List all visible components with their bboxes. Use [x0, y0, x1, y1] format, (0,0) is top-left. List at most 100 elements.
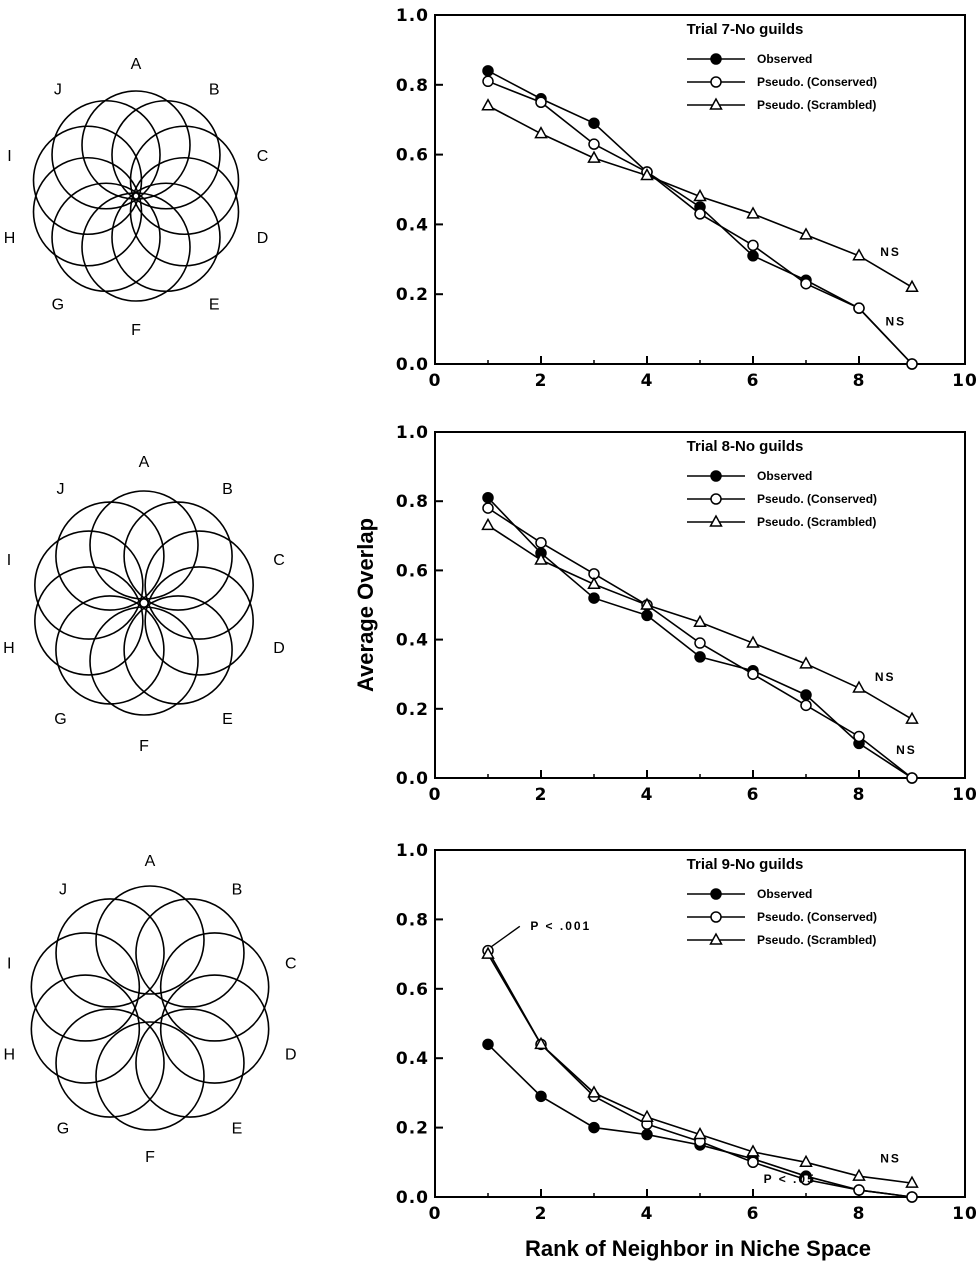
niche-label-c: C — [273, 552, 285, 569]
niche-label-g: G — [54, 711, 66, 728]
data-point-open-circle — [588, 138, 600, 150]
data-point-open-triangle — [746, 1144, 760, 1157]
data-point-open-circle — [800, 699, 812, 712]
data-point-filled-circle — [694, 651, 706, 663]
y-tick-label: 0.0 — [396, 1188, 429, 1208]
niche-label-h: H — [4, 230, 16, 247]
data-point-filled-circle — [588, 1121, 600, 1134]
data-point-open-circle — [694, 208, 706, 220]
data-point-open-triangle — [799, 1154, 813, 1168]
annotation: NS — [896, 743, 917, 757]
chart-trial-3: 0.0 0.2 0.4 0.6 0.8 1.0 0 2 4 6 8 10 Trial 9-No guil… — [396, 841, 977, 1224]
niche-circle-c — [144, 530, 254, 640]
niche-label-d: D — [257, 230, 269, 247]
niche-label-i: I — [7, 148, 11, 165]
niche-circle-d — [159, 974, 270, 1084]
data-point-open-triangle — [852, 1168, 866, 1181]
data-point-open-triangle — [746, 635, 760, 648]
niche-circle-a — [89, 490, 199, 600]
legend-label: Observed — [757, 887, 812, 901]
data-point-open-circle — [906, 1191, 918, 1203]
annotation: P < .001 — [530, 919, 591, 933]
niche-circle-f — [81, 192, 191, 302]
x-tick-label: 4 — [641, 1204, 654, 1224]
niche-circle-h — [34, 566, 144, 676]
annotation: NS — [875, 670, 896, 684]
y-tick-label: 0.2 — [396, 1119, 429, 1139]
x-tick-label: 6 — [747, 371, 760, 391]
data-point-open-triangle — [481, 98, 495, 111]
legend-marker-filled-circle — [710, 888, 722, 900]
data-point-open-circle — [853, 302, 865, 314]
niche-circle-j — [55, 501, 165, 611]
x-tick-label: 8 — [853, 785, 866, 805]
niche-circle-i — [30, 932, 141, 1042]
x-axis-title: Rank of Neighbor in Niche Space — [525, 1236, 871, 1261]
y-tick-label: 0.4 — [396, 631, 429, 651]
niche-diagram-1: A B C D E F G H I J — [4, 56, 269, 339]
chart-trial-1: 0.0 0.2 0.4 0.6 0.8 1.0 0 2 4 6 8 10 Trial 7-No guil… — [396, 6, 978, 391]
data-point-open-triangle — [534, 1036, 548, 1050]
niche-label-a: A — [131, 56, 142, 73]
data-point-open-triangle — [852, 680, 866, 693]
y-tick-label: 1.0 — [396, 6, 429, 26]
data-point-open-triangle — [640, 597, 654, 610]
legend-label: Observed — [757, 52, 812, 66]
data-point-open-circle — [482, 502, 494, 514]
data-point-filled-circle — [747, 250, 759, 262]
niche-circle-j — [51, 99, 161, 210]
niche-circle-g — [55, 1008, 165, 1118]
legend-label: Pseudo. (Conserved) — [757, 75, 877, 89]
data-point-filled-circle — [535, 1090, 547, 1103]
niche-circle-j — [55, 898, 165, 1008]
niche-circle-g — [55, 595, 165, 705]
data-point-open-triangle — [534, 126, 548, 139]
legend: Observed Pseudo. (Conserved) Pseudo. (Scra… — [687, 469, 877, 529]
y-tick-label: 0.6 — [396, 146, 429, 166]
data-point-open-circle — [906, 772, 918, 784]
niche-label-g: G — [52, 297, 64, 314]
data-point-open-circle — [800, 1173, 812, 1186]
data-point-filled-circle — [800, 689, 812, 701]
niche-label-h: H — [3, 1047, 15, 1064]
chart-trial-2: 0.0 0.2 0.4 0.6 0.8 1.0 0 2 4 6 8 10 Trial 8-No guil… — [396, 423, 977, 805]
legend-marker-open-triangle — [709, 932, 723, 945]
data-point-filled-circle — [482, 491, 494, 504]
niche-label-j: J — [57, 481, 65, 498]
data-point-filled-circle — [482, 1038, 494, 1051]
niche-circle-c — [129, 125, 240, 236]
data-point-open-triangle — [481, 946, 495, 959]
y-tick-label: 1.0 — [396, 841, 429, 861]
legend-marker-open-circle — [710, 76, 722, 88]
niche-label-f: F — [131, 322, 141, 339]
legend-marker-filled-circle — [710, 53, 722, 65]
data-point-open-triangle — [640, 1109, 654, 1122]
data-point-open-triangle — [587, 576, 601, 589]
x-tick-label: 10 — [952, 371, 978, 391]
data-point-open-triangle — [905, 279, 919, 292]
niche-label-a: A — [139, 454, 150, 471]
niche-circle-g — [51, 182, 161, 293]
data-point-open-triangle — [587, 150, 601, 163]
y-tick-label: 0.0 — [396, 769, 429, 789]
annotation: NS — [880, 1151, 901, 1165]
niche-circle-a — [81, 90, 191, 200]
data-point-open-triangle — [905, 1175, 919, 1188]
data-point-filled-circle — [641, 609, 653, 622]
y-tick-label: 0.8 — [396, 910, 429, 930]
legend-label: Pseudo. (Scrambled) — [757, 933, 876, 947]
niche-diagrams: A B C D E F G H I J A B C D E F G H I J A B C D E F G H I J — [3, 56, 296, 1166]
data-point-open-triangle — [905, 711, 919, 724]
data-point-open-circle — [853, 1184, 865, 1196]
niche-circle-e — [123, 595, 233, 705]
niche-circle-d — [144, 566, 254, 676]
data-point-filled-circle — [588, 592, 600, 604]
x-tick-label: 0 — [429, 785, 442, 805]
data-point-open-triangle — [693, 1126, 707, 1140]
data-point-open-triangle — [693, 614, 707, 628]
niche-circle-f — [95, 1021, 205, 1131]
y-tick-label: 1.0 — [396, 423, 429, 443]
niche-label-d: D — [273, 640, 285, 657]
niche-circle-c — [159, 932, 270, 1042]
niche-label-f: F — [139, 738, 149, 755]
